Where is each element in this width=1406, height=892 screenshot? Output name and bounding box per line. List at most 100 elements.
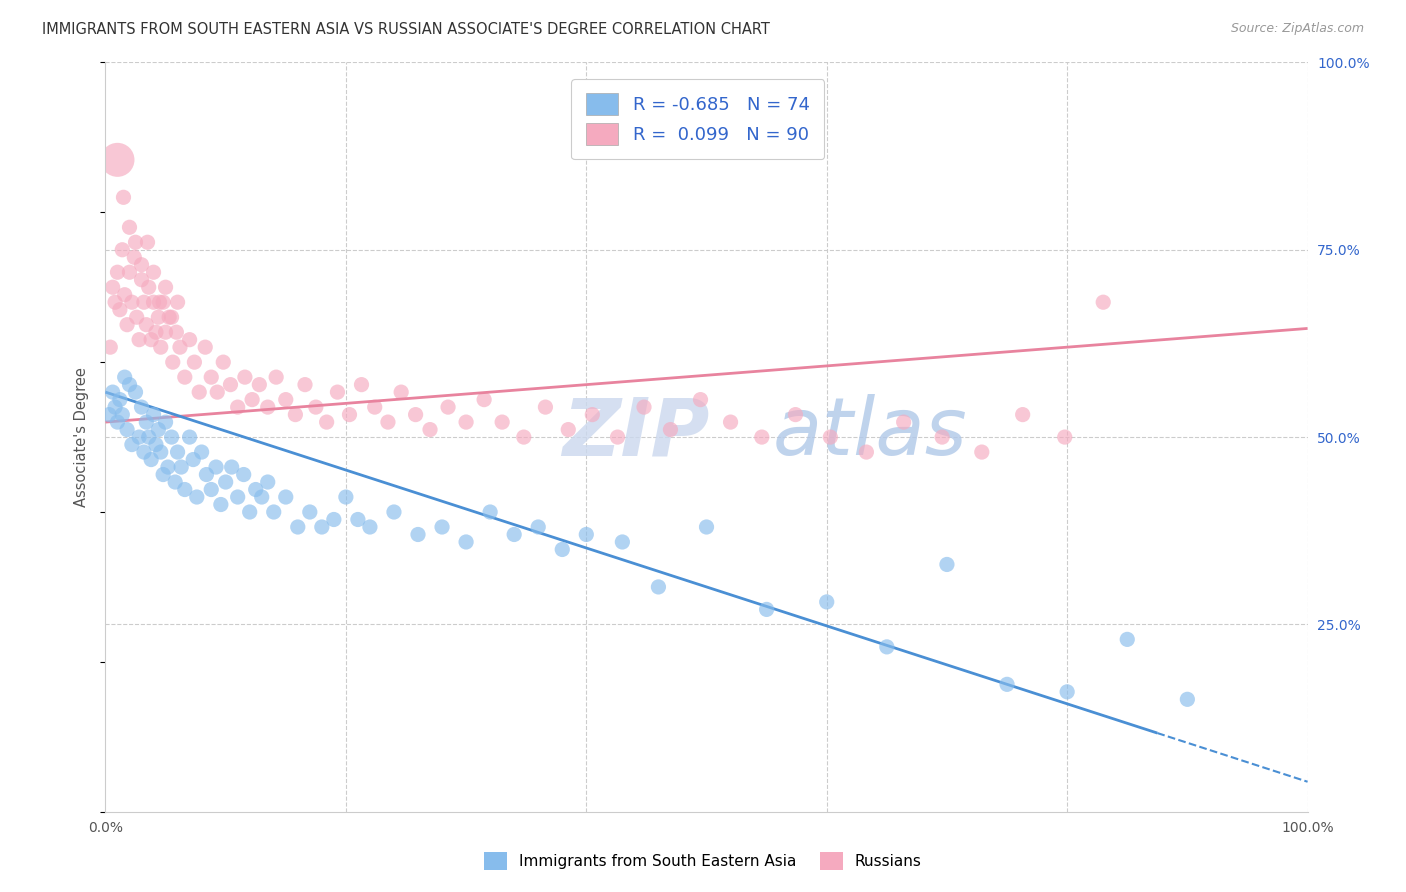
Point	[785, 408, 807, 422]
Point	[115, 423, 138, 437]
Point	[194, 340, 217, 354]
Point	[124, 235, 146, 250]
Text: Source: ZipAtlas.com: Source: ZipAtlas.com	[1230, 22, 1364, 36]
Point	[179, 333, 201, 347]
Point	[148, 423, 170, 437]
Point	[1092, 295, 1115, 310]
Point	[315, 415, 337, 429]
Point	[339, 408, 361, 422]
Point	[936, 558, 959, 572]
Point	[659, 423, 682, 437]
Point	[820, 430, 842, 444]
Legend: R = -0.685   N = 74, R =  0.099   N = 90: R = -0.685 N = 74, R = 0.099 N = 90	[571, 79, 824, 159]
Point	[406, 527, 429, 541]
Point	[240, 392, 263, 407]
Point	[195, 467, 218, 482]
Point	[183, 355, 205, 369]
Point	[479, 505, 502, 519]
Point	[128, 430, 150, 444]
Point	[298, 505, 321, 519]
Point	[166, 445, 188, 459]
Point	[551, 542, 574, 557]
Point	[179, 430, 201, 444]
Text: atlas: atlas	[773, 394, 967, 473]
Point	[513, 430, 536, 444]
Point	[162, 355, 184, 369]
Point	[491, 415, 513, 429]
Point	[359, 520, 381, 534]
Point	[305, 400, 328, 414]
Point	[557, 423, 579, 437]
Point	[139, 333, 162, 347]
Point	[107, 153, 129, 167]
Point	[125, 310, 148, 325]
Point	[142, 295, 165, 310]
Point	[382, 505, 405, 519]
Point	[145, 437, 167, 451]
Point	[149, 445, 172, 459]
Point	[239, 505, 262, 519]
Point	[148, 295, 170, 310]
Point	[1175, 692, 1198, 706]
Point	[111, 243, 134, 257]
Point	[152, 295, 174, 310]
Point	[114, 287, 136, 301]
Point	[101, 385, 124, 400]
Point	[145, 325, 167, 339]
Point	[155, 415, 177, 429]
Point	[405, 408, 427, 422]
Point	[256, 400, 278, 414]
Point	[233, 370, 256, 384]
Point	[170, 460, 193, 475]
Point	[108, 302, 131, 317]
Point	[294, 377, 316, 392]
Point	[633, 400, 655, 414]
Point	[454, 535, 477, 549]
Point	[148, 310, 170, 325]
Point	[101, 280, 124, 294]
Point	[221, 460, 243, 475]
Point	[104, 400, 127, 414]
Point	[114, 370, 136, 384]
Point	[155, 280, 177, 294]
Point	[612, 535, 634, 549]
Point	[389, 385, 412, 400]
Point	[157, 310, 180, 325]
Y-axis label: Associate's Degree: Associate's Degree	[75, 368, 90, 507]
Point	[190, 445, 212, 459]
Point	[156, 460, 179, 475]
Point	[284, 408, 307, 422]
Point	[165, 475, 187, 489]
Point	[219, 377, 242, 392]
Point	[107, 415, 129, 429]
Point	[751, 430, 773, 444]
Point	[287, 520, 309, 534]
Point	[606, 430, 628, 444]
Point	[132, 295, 155, 310]
Point	[419, 423, 441, 437]
Point	[108, 392, 131, 407]
Point	[876, 640, 898, 654]
Point	[335, 490, 357, 504]
Point	[169, 340, 191, 354]
Point	[503, 527, 526, 541]
Point	[326, 385, 349, 400]
Point	[98, 408, 121, 422]
Point	[139, 452, 162, 467]
Point	[931, 430, 953, 444]
Point	[364, 400, 387, 414]
Point	[132, 445, 155, 459]
Point	[160, 430, 183, 444]
Point	[212, 355, 235, 369]
Point	[855, 445, 877, 459]
Point	[755, 602, 778, 616]
Point	[136, 235, 159, 250]
Point	[256, 475, 278, 489]
Point	[322, 512, 344, 526]
Point	[274, 392, 297, 407]
Point	[430, 520, 453, 534]
Point	[142, 408, 165, 422]
Point	[111, 408, 134, 422]
Point	[970, 445, 993, 459]
Point	[155, 325, 177, 339]
